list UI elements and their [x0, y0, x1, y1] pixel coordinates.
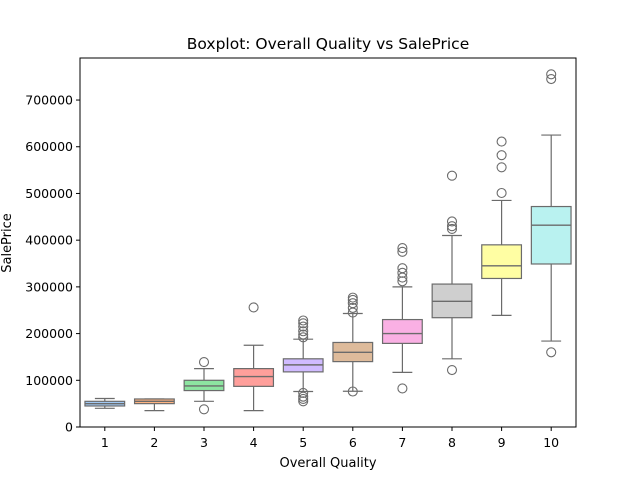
outlier-point-5-5 — [298, 332, 309, 343]
y-axis-ticks: 0 100000 200000 300000 400000 500000 600000 700… — [25, 93, 80, 435]
outlier-point-7-6 — [397, 383, 408, 394]
outlier-point-8-1 — [446, 216, 458, 227]
outlier-point-3-0 — [198, 357, 210, 368]
x-tick-label-9: 10 — [543, 435, 559, 450]
y-tick-label-7: 700000 — [25, 93, 73, 108]
outlier-point-6-3 — [347, 302, 358, 313]
box-group-1 — [84, 397, 126, 409]
box-group-8 — [431, 170, 473, 376]
outlier-point-8-0 — [446, 170, 458, 181]
outlier-point-5-6 — [298, 387, 309, 398]
outlier-point-5-1 — [298, 318, 309, 329]
y-axis-label: SalePrice — [0, 213, 15, 273]
box-4 — [233, 368, 275, 387]
box-group-9 — [481, 136, 523, 316]
box-10 — [530, 205, 572, 265]
x-tick-label-4: 5 — [299, 435, 307, 450]
y-tick-label-3: 300000 — [25, 279, 73, 294]
outlier-point-6-0 — [347, 292, 358, 303]
y-tick-label-2: 200000 — [25, 326, 73, 341]
y-tick-label-4: 400000 — [25, 233, 73, 248]
outlier-point-6-4 — [347, 307, 358, 318]
outlier-point-5-3 — [298, 326, 309, 337]
x-tick-label-7: 8 — [448, 435, 456, 450]
outlier-point-10-2 — [546, 347, 557, 358]
chart-title: Boxplot: Overall Quality vs SalePrice — [187, 35, 469, 53]
x-tick-label-2: 3 — [200, 435, 208, 450]
box-9 — [481, 244, 523, 280]
outlier-point-8-4 — [446, 364, 458, 376]
outlier-point-3-1 — [198, 404, 210, 415]
x-axis-ticks: 1 2 3 4 5 6 7 8 9 10 — [101, 427, 559, 450]
x-tick-label-0: 1 — [101, 435, 109, 450]
outlier-point-8-2 — [446, 221, 458, 232]
box-group-2 — [133, 398, 175, 412]
outlier-point-5-2 — [298, 321, 309, 332]
outlier-point-7-0 — [397, 243, 408, 254]
outlier-point-10-1 — [546, 73, 557, 85]
outlier-point-7-5 — [397, 276, 408, 287]
x-tick-label-1: 2 — [150, 435, 158, 450]
outlier-point-5-7 — [298, 391, 309, 402]
outlier-point-4-0 — [248, 302, 259, 313]
box-group-7 — [381, 243, 423, 394]
box-group-4 — [233, 302, 275, 412]
outlier-point-5-9 — [298, 396, 309, 407]
box-group-5 — [282, 315, 324, 407]
outlier-point-9-0 — [496, 136, 507, 147]
outlier-point-5-0 — [298, 315, 309, 326]
y-tick-label-0: 0 — [65, 420, 73, 435]
x-tick-label-5: 6 — [349, 435, 357, 450]
outlier-point-9-2 — [496, 162, 507, 173]
outlier-point-5-4 — [298, 329, 309, 340]
outlier-point-6-1 — [347, 294, 358, 306]
box-group-10 — [530, 69, 572, 358]
outlier-point-7-1 — [397, 246, 408, 257]
outlier-point-10-0 — [546, 69, 557, 80]
y-tick-label-5: 500000 — [25, 186, 73, 201]
outlier-point-6-5 — [347, 386, 358, 397]
x-tick-label-8: 9 — [498, 435, 506, 450]
x-tick-label-6: 7 — [398, 435, 406, 450]
x-tick-label-3: 4 — [250, 435, 258, 450]
outlier-point-7-4 — [397, 272, 408, 283]
y-tick-label-6: 600000 — [25, 139, 73, 154]
outlier-point-9-1 — [496, 150, 507, 161]
plot-area — [84, 69, 572, 415]
outlier-point-8-3 — [446, 223, 458, 235]
outlier-point-9-3 — [496, 187, 507, 199]
box-7 — [381, 318, 423, 344]
box-group-3 — [183, 357, 225, 415]
box-group-6 — [332, 292, 374, 397]
axes-frame — [79, 57, 577, 428]
outlier-point-5-8 — [298, 393, 309, 405]
outlier-point-7-3 — [397, 267, 408, 278]
y-tick-label-1: 100000 — [25, 373, 73, 388]
x-axis-label: Overall Quality — [279, 456, 376, 471]
